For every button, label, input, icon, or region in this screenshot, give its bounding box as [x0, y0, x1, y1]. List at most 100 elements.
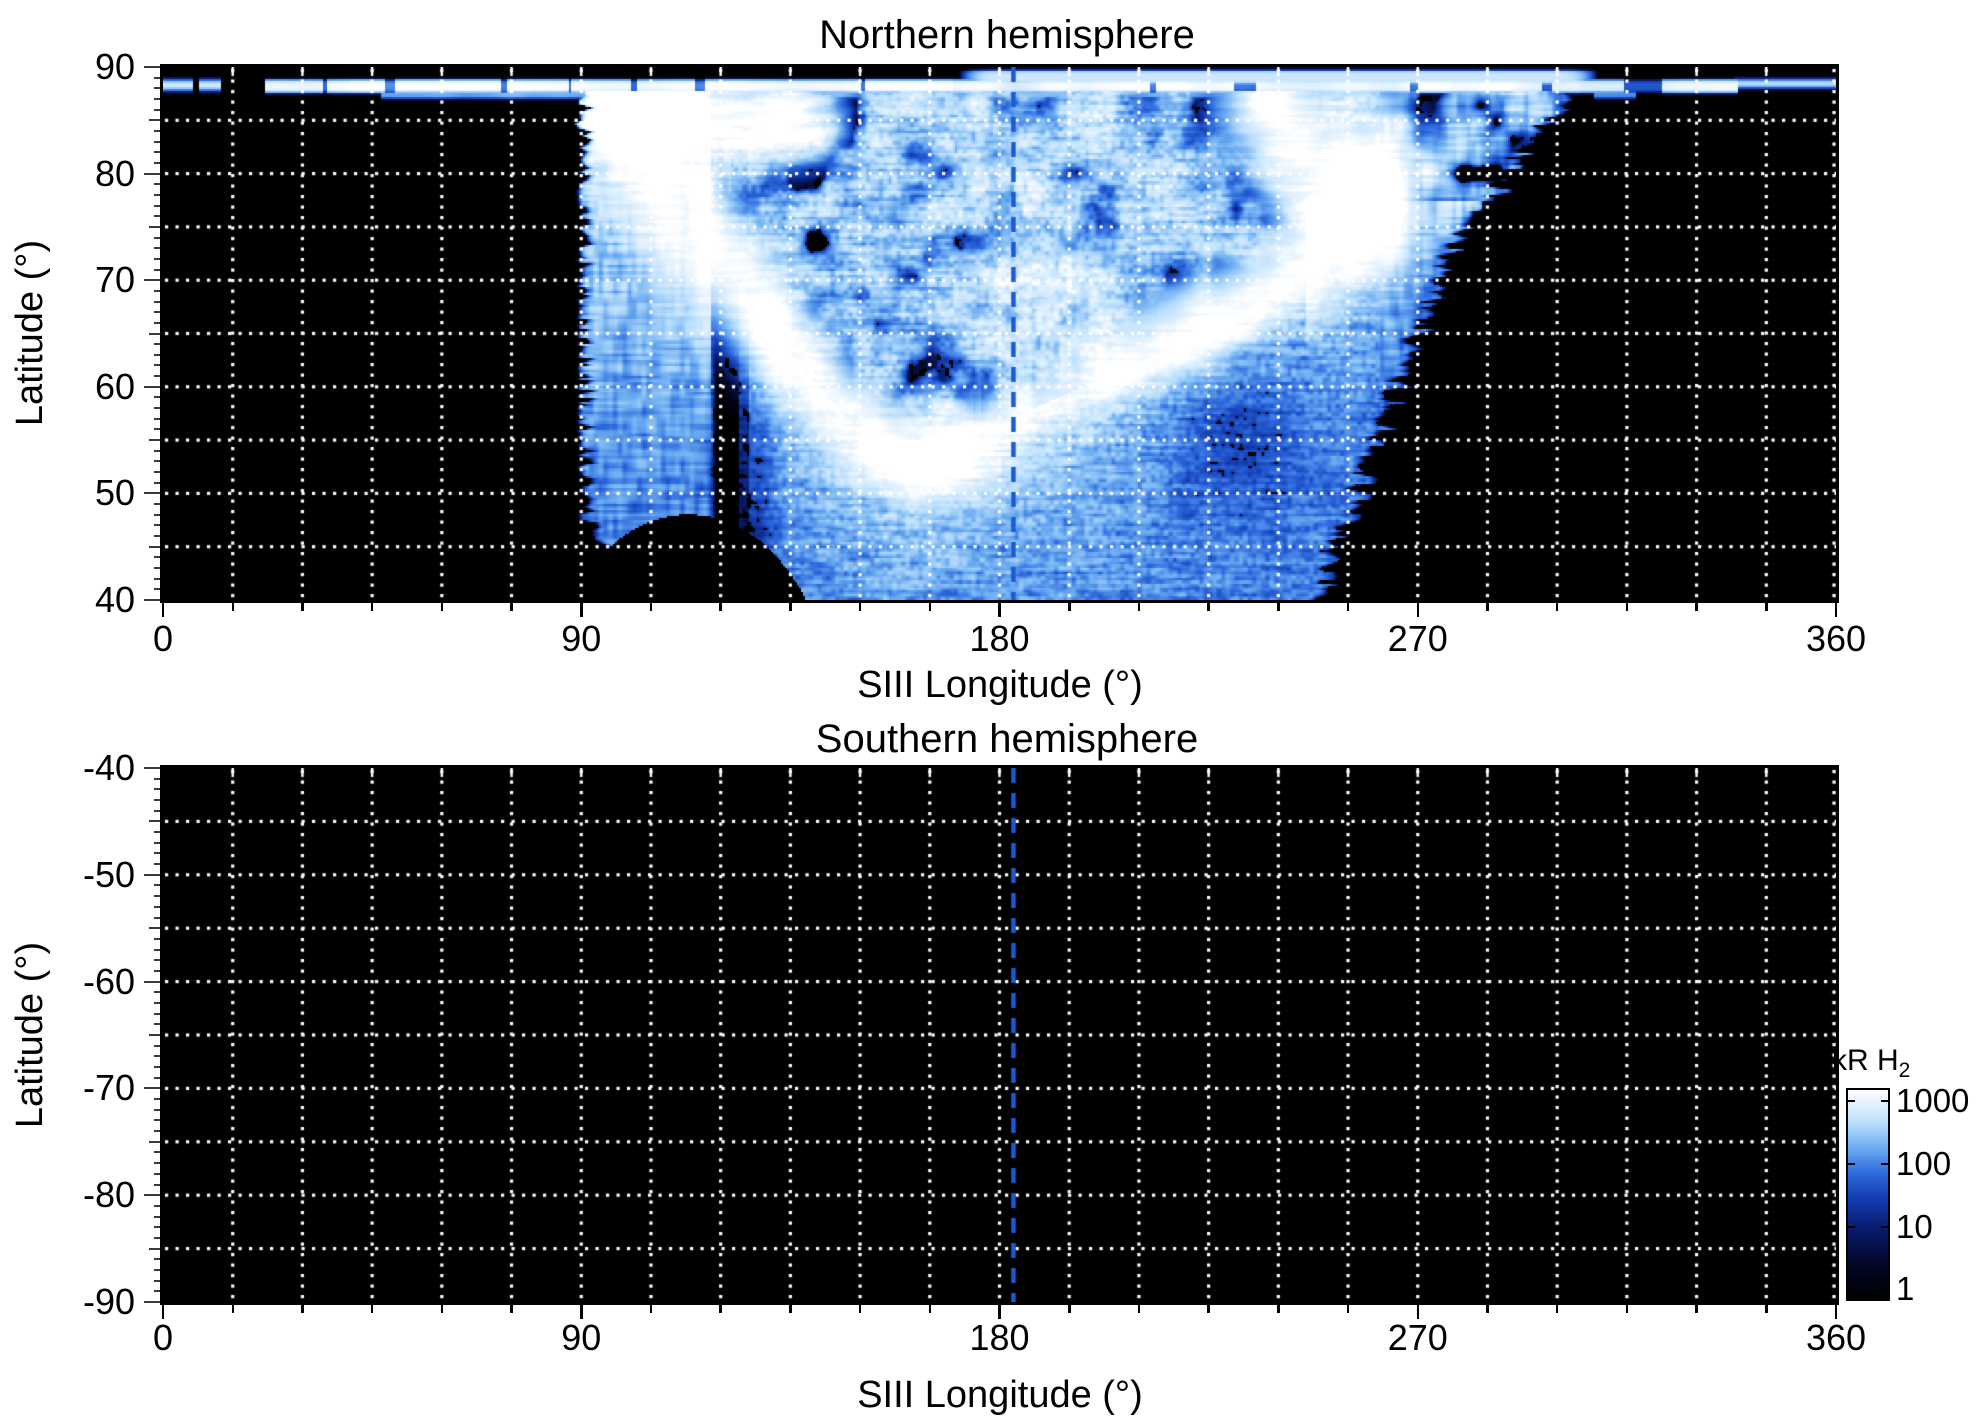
y-tick — [154, 460, 160, 463]
y-tick-label: 80 — [94, 152, 135, 194]
y-tick — [144, 172, 160, 175]
y-tick-label: -90 — [82, 1281, 135, 1322]
colorbar — [1846, 1088, 1890, 1301]
y-tick — [154, 471, 160, 474]
y-tick — [154, 916, 160, 919]
y-tick — [154, 852, 160, 855]
x-tick — [1207, 603, 1210, 611]
y-tick — [154, 788, 160, 791]
y-tick — [154, 831, 160, 834]
south-plot-frame — [160, 765, 1839, 1305]
y-tick — [154, 193, 160, 196]
x-tick — [1416, 603, 1420, 617]
x-tick — [928, 1305, 932, 1313]
x-tick-label: 90 — [561, 618, 602, 659]
y-tick — [149, 225, 160, 228]
y-tick — [154, 140, 160, 143]
x-tick — [301, 603, 304, 611]
y-tick-label: 90 — [94, 46, 135, 87]
x-tick — [858, 603, 862, 611]
x-tick — [719, 603, 722, 611]
y-tick — [144, 66, 160, 68]
x-tick — [1486, 1305, 1489, 1313]
y-tick — [149, 332, 160, 335]
y-tick — [154, 1023, 160, 1026]
y-tick — [154, 1108, 160, 1111]
x-tick — [789, 603, 792, 611]
y-tick — [149, 1140, 160, 1143]
y-tick — [149, 927, 160, 930]
colorbar-tick-label: 10 — [1896, 1208, 1933, 1245]
x-tick — [789, 1305, 792, 1313]
y-tick-label: -50 — [82, 853, 135, 895]
y-tick — [154, 556, 160, 559]
colorbar-title-sub: 2 — [1898, 1059, 1911, 1082]
y-tick — [154, 97, 160, 100]
x-tick — [1416, 1305, 1420, 1319]
x-tick — [928, 603, 932, 611]
y-tick — [154, 311, 160, 314]
x-tick — [161, 603, 165, 617]
x-tick-label: 180 — [969, 1317, 1030, 1358]
y-tick — [154, 535, 160, 538]
x-tick — [1068, 603, 1071, 611]
y-tick — [154, 1183, 160, 1186]
y-tick — [149, 820, 160, 823]
y-tick-label: -40 — [82, 747, 135, 788]
x-tick-label: 360 — [1805, 618, 1867, 659]
y-tick — [154, 841, 160, 844]
x-tick — [440, 603, 444, 611]
x-tick — [1346, 1305, 1350, 1313]
y-tick — [154, 524, 160, 527]
y-tick — [154, 129, 160, 132]
x-tick — [580, 1305, 583, 1319]
colorbar-tick — [1848, 1288, 1855, 1290]
x-tick-label: 0 — [152, 1317, 174, 1358]
y-tick — [144, 599, 160, 601]
y-tick — [154, 247, 160, 250]
y-tick — [154, 1290, 160, 1293]
x-tick — [1346, 603, 1350, 611]
x-tick — [858, 1305, 862, 1313]
y-tick — [154, 417, 160, 420]
colorbar-gradient — [1848, 1090, 1888, 1299]
y-tick — [154, 948, 160, 951]
x-tick — [231, 603, 234, 611]
x-tick — [1137, 1305, 1141, 1313]
y-tick — [154, 937, 160, 940]
x-tick — [1834, 603, 1838, 617]
y-tick — [154, 353, 160, 356]
y-tick — [144, 980, 160, 983]
y-tick — [154, 884, 160, 887]
x-tick — [649, 1305, 653, 1313]
y-tick — [154, 577, 160, 580]
y-tick — [144, 1087, 160, 1090]
y-tick — [154, 1279, 160, 1282]
south-x-axis-title: SIII Longitude (°) — [857, 1374, 1143, 1416]
x-tick — [1625, 1305, 1629, 1313]
x-tick-label: 0 — [152, 618, 174, 659]
y-tick-label: -60 — [82, 960, 135, 1002]
x-tick — [1277, 603, 1280, 611]
x-tick — [1555, 603, 1559, 611]
y-tick — [154, 215, 160, 218]
x-tick-label: 270 — [1387, 1317, 1448, 1358]
y-tick — [154, 343, 160, 346]
y-tick — [154, 799, 160, 802]
y-tick — [154, 204, 160, 207]
y-tick — [154, 1151, 160, 1154]
y-tick — [149, 1247, 160, 1250]
y-tick — [154, 895, 160, 898]
y-tick — [154, 1172, 160, 1175]
y-tick — [154, 161, 160, 164]
y-tick — [154, 407, 160, 410]
y-tick — [154, 863, 160, 866]
north-x-axis-title: SIII Longitude (°) — [857, 664, 1143, 706]
y-tick — [154, 1055, 160, 1058]
x-tick — [1207, 1305, 1210, 1313]
y-tick — [154, 1162, 160, 1165]
x-tick — [510, 1305, 513, 1313]
y-tick — [154, 1098, 160, 1101]
x-tick — [440, 1305, 444, 1313]
y-tick — [154, 1236, 160, 1239]
